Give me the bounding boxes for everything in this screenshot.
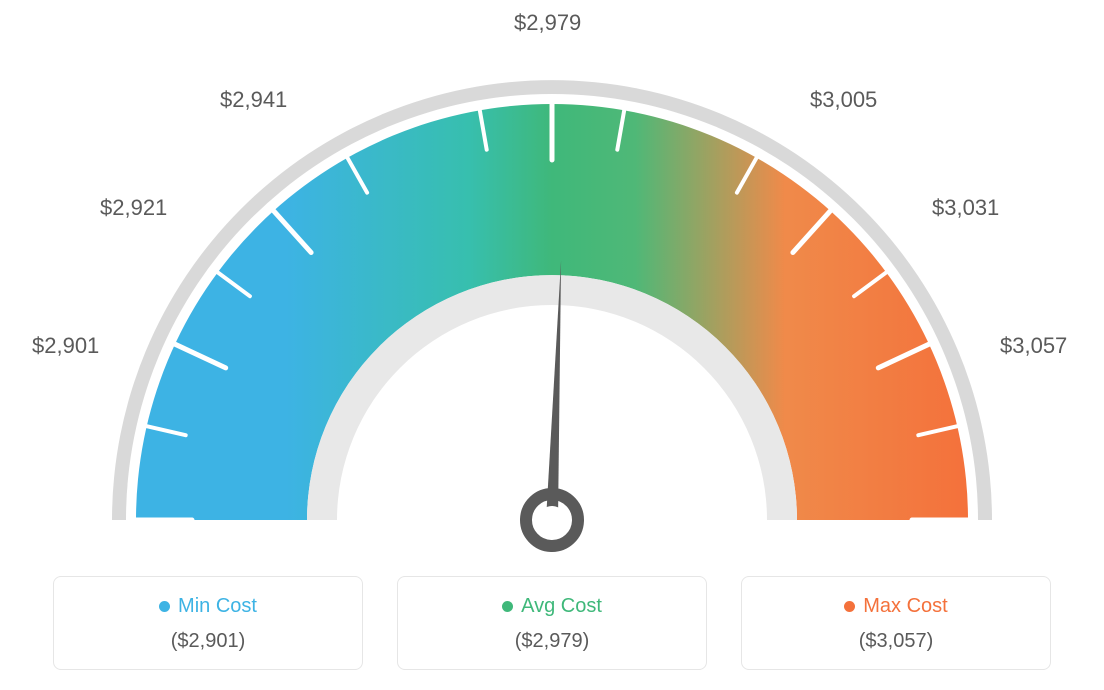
- scale-label-4: $3,005: [810, 87, 877, 113]
- scale-label-6: $3,057: [1000, 333, 1067, 359]
- legend-dot-min: [159, 601, 170, 612]
- chart-container: $2,901 $2,921 $2,941 $2,979 $3,005 $3,03…: [0, 0, 1104, 690]
- scale-label-5: $3,031: [932, 195, 999, 221]
- legend-title-avg: Avg Cost: [408, 595, 696, 618]
- legend-value-min: ($2,901): [64, 630, 352, 653]
- legend-label-min: Min Cost: [178, 595, 257, 618]
- legend-value-max: ($3,057): [752, 630, 1040, 653]
- scale-label-0: $2,901: [32, 333, 99, 359]
- scale-label-2: $2,941: [220, 87, 287, 113]
- legend-label-avg: Avg Cost: [521, 595, 602, 618]
- scale-label-3: $2,979: [514, 10, 581, 36]
- gauge-area: $2,901 $2,921 $2,941 $2,979 $3,005 $3,03…: [0, 0, 1104, 560]
- legend-card-min: Min Cost ($2,901): [53, 576, 363, 670]
- scale-label-1: $2,921: [100, 195, 167, 221]
- legend-label-max: Max Cost: [863, 595, 947, 618]
- legend-card-avg: Avg Cost ($2,979): [397, 576, 707, 670]
- legend-dot-max: [844, 601, 855, 612]
- legend-card-max: Max Cost ($3,057): [741, 576, 1051, 670]
- gauge-svg: [92, 50, 1012, 570]
- legend-title-min: Min Cost: [64, 595, 352, 618]
- legend-title-max: Max Cost: [752, 595, 1040, 618]
- legend-dot-avg: [502, 601, 513, 612]
- legend-value-avg: ($2,979): [408, 630, 696, 653]
- legend-row: Min Cost ($2,901) Avg Cost ($2,979) Max …: [0, 576, 1104, 670]
